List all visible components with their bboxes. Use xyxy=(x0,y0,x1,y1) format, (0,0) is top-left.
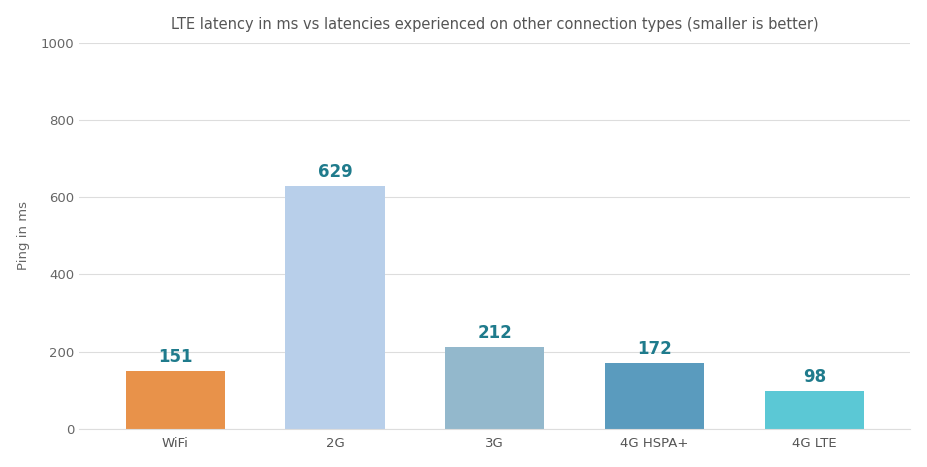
Title: LTE latency in ms vs latencies experienced on other connection types (smaller is: LTE latency in ms vs latencies experienc… xyxy=(171,17,819,32)
Y-axis label: Ping in ms: Ping in ms xyxy=(17,201,30,270)
Bar xyxy=(605,362,705,429)
Text: 212: 212 xyxy=(477,325,513,342)
Text: 151: 151 xyxy=(158,348,193,366)
Text: 172: 172 xyxy=(637,340,672,358)
Text: 629: 629 xyxy=(318,163,352,181)
Bar xyxy=(286,186,385,429)
Bar xyxy=(445,347,544,429)
Bar xyxy=(126,371,224,429)
Bar xyxy=(765,391,864,429)
Text: 98: 98 xyxy=(803,368,826,387)
